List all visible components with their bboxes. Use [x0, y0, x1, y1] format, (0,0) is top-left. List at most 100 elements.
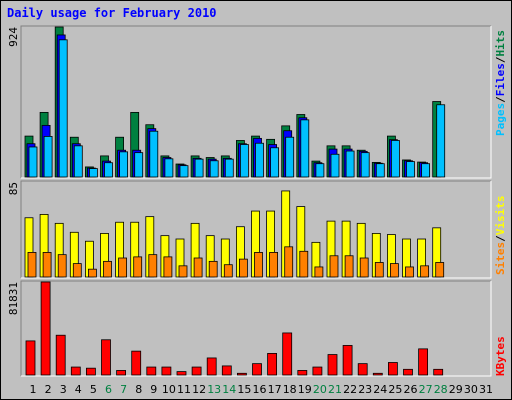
sites-bar — [72, 263, 82, 278]
legend-kbytes: KBytes — [494, 336, 507, 376]
pages-bar — [58, 39, 68, 178]
sites-bar — [359, 257, 369, 278]
plot-panel-3-light — [21, 281, 492, 377]
day-label-18: 18 — [283, 383, 297, 396]
day-label-16: 16 — [253, 383, 267, 396]
day-label-26: 26 — [404, 383, 418, 396]
pages-bar — [239, 144, 249, 178]
kbytes-bar — [267, 353, 278, 376]
kbytes-bar — [403, 368, 413, 376]
pages-bar — [134, 152, 144, 178]
sites-bar — [178, 265, 188, 278]
sites-bar — [254, 252, 263, 278]
kbytes-bar — [327, 354, 338, 376]
pages-bar — [179, 165, 189, 178]
day-label-12: 12 — [192, 383, 206, 396]
day-label-15: 15 — [237, 383, 251, 396]
day-label-9: 9 — [150, 383, 157, 396]
plot-panel-3 — [21, 281, 491, 376]
day-label-29: 29 — [449, 383, 463, 396]
kbytes-bar — [357, 363, 368, 376]
pages-bar — [406, 161, 415, 178]
pages-bar — [330, 153, 340, 178]
kbytes-bar — [86, 367, 96, 376]
pages-bar — [89, 168, 98, 178]
day-label-4: 4 — [75, 383, 82, 396]
pages-bar — [360, 152, 370, 178]
sites-bar — [238, 258, 248, 278]
sites-bar — [223, 264, 233, 278]
sites-bar — [314, 266, 324, 278]
pages-bar — [315, 163, 325, 178]
sites-bar — [389, 263, 399, 278]
day-label-23: 23 — [358, 383, 372, 396]
kbytes-bar — [418, 348, 429, 376]
pages-bar — [375, 163, 385, 178]
sites-bar — [299, 250, 309, 278]
sites-bar — [435, 262, 445, 278]
chart-title: Daily usage for February 2010 — [7, 6, 217, 20]
legend-sites-visits-part-2: / — [494, 235, 507, 242]
day-label-21: 21 — [328, 383, 342, 396]
sites-bar — [269, 252, 279, 278]
pages-bar — [421, 163, 431, 178]
day-label-14: 14 — [222, 383, 236, 396]
kbytes-bar — [191, 366, 202, 376]
kbytes-bar — [176, 371, 187, 376]
day-label-6: 6 — [105, 383, 112, 396]
kbytes-bar — [55, 334, 66, 376]
sites-bar — [374, 262, 384, 278]
day-label-8: 8 — [135, 383, 142, 396]
pages-bar — [285, 136, 295, 178]
kbytes-bar — [25, 340, 36, 376]
legend-sites-visits-part-3: Visits — [494, 196, 507, 236]
sites-bar — [57, 254, 67, 278]
pages-bar — [300, 119, 310, 178]
kbytes-bar — [40, 281, 51, 376]
sites-bar — [329, 255, 339, 278]
y-max-label-2: 85 — [7, 182, 20, 195]
kbytes-bar — [387, 362, 398, 376]
sites-bar — [27, 252, 37, 278]
kbytes-bar — [282, 332, 293, 376]
day-label-28: 28 — [434, 383, 448, 396]
day-label-17: 17 — [268, 383, 282, 396]
day-label-1: 1 — [30, 383, 37, 396]
sites-bar — [193, 257, 203, 278]
pages-bar — [345, 150, 355, 178]
sites-bar — [284, 246, 294, 278]
legend-kbytes-part-1: KBytes — [494, 336, 507, 376]
sites-bar — [405, 266, 414, 278]
pages-bar — [390, 140, 400, 178]
kbytes-bar — [161, 366, 172, 376]
pages-bar — [436, 104, 446, 178]
pages-bar — [270, 147, 280, 178]
pages-bar — [104, 162, 113, 178]
pages-bar — [164, 158, 174, 178]
legend-pages-files-hits-part-1: Pages — [494, 103, 507, 136]
pages-bar — [209, 160, 219, 178]
day-label-31: 31 — [479, 383, 493, 396]
legend-pages-files-hits-part-2: / — [494, 96, 507, 103]
kbytes-bar — [101, 339, 111, 376]
legend-sites-visits-part-1: Sites — [494, 242, 507, 275]
day-label-20: 20 — [313, 383, 327, 396]
day-label-19: 19 — [298, 383, 312, 396]
plot-panel-1-light — [21, 26, 492, 179]
plot-panel-2-light — [21, 181, 492, 279]
sites-bar — [163, 256, 173, 278]
pages-bar — [149, 130, 159, 178]
sites-bar — [344, 255, 354, 278]
day-label-30: 30 — [464, 383, 478, 396]
plot-panel-2-shade — [20, 180, 491, 278]
sites-bar — [42, 252, 52, 278]
day-label-27: 27 — [419, 383, 433, 396]
pages-bar — [73, 145, 83, 178]
day-label-25: 25 — [388, 383, 402, 396]
kbytes-bar — [221, 365, 232, 376]
pages-bar — [194, 158, 204, 178]
sites-bar — [148, 254, 158, 278]
kbytes-bar — [372, 372, 383, 376]
day-label-24: 24 — [373, 383, 387, 396]
